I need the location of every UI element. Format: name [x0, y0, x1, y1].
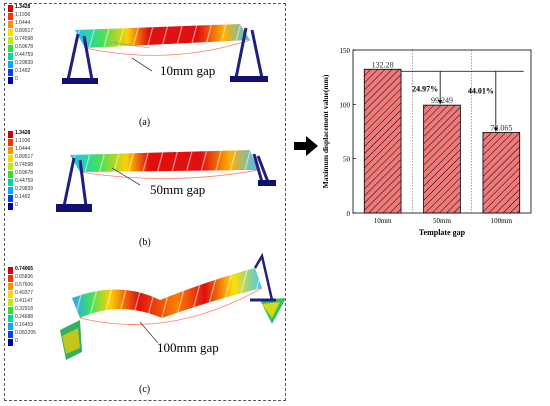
y-tick-label: 50 — [343, 156, 351, 164]
right-arrow-icon — [294, 136, 318, 156]
simulation-panel-frame — [4, 3, 286, 401]
legend-swatch — [8, 131, 13, 138]
legend-value: 1.0444 — [15, 146, 31, 152]
legend-value: 0.082295 — [15, 330, 36, 336]
legend-value: 0.74065 — [15, 266, 34, 272]
legend-swatch — [8, 331, 13, 338]
legend-value: 0 — [15, 202, 18, 208]
legend-swatch — [8, 203, 13, 210]
data-label: 74.065 — [490, 124, 512, 133]
annotation-arrowhead — [493, 127, 498, 132]
gap-label-c: 100mm gap — [157, 340, 219, 355]
legend-swatch — [8, 147, 13, 154]
bar — [423, 104, 461, 214]
legend-swatch — [8, 291, 13, 298]
legend-swatch — [8, 179, 13, 186]
legend-value: 1.1936 — [15, 12, 31, 18]
bar-chart: 0 50 100 150 132.28 10mm 99.249 50mm 74.065 100mm… — [321, 47, 532, 237]
legend-swatch — [8, 69, 13, 76]
legend-value: 0.74598 — [15, 36, 34, 42]
legend-swatch — [8, 187, 13, 194]
legend-value: 0.1492 — [15, 68, 31, 74]
legend-value: 1.1936 — [15, 138, 31, 144]
legend-swatch — [8, 45, 13, 52]
legend-value: 1.0444 — [15, 20, 31, 26]
legend-value: 0.29839 — [15, 186, 34, 192]
legend-swatch — [8, 37, 13, 44]
legend-swatch — [8, 275, 13, 282]
y-tick-label: 150 — [340, 47, 351, 55]
legend-value: 1.3428 — [15, 130, 31, 136]
legend-value: 0.41147 — [15, 298, 33, 304]
data-label: 99.249 — [431, 96, 453, 105]
legend-value: 0.44759 — [15, 178, 34, 184]
legend-swatch — [8, 171, 13, 178]
legend-value: 0.29839 — [15, 60, 34, 66]
caption-a: (a) — [139, 117, 151, 128]
legend-swatch — [8, 307, 13, 314]
fem-model-b — [56, 150, 276, 212]
legend-swatch — [8, 299, 13, 306]
legend-value: 0.59678 — [15, 44, 34, 50]
legend-value: 0 — [15, 76, 18, 82]
legend-swatch — [8, 13, 13, 20]
gap-label-b: 50mm gap — [150, 182, 206, 197]
legend-swatch — [8, 283, 13, 290]
legend-swatch — [8, 195, 13, 202]
legend-value: 0.57606 — [15, 282, 34, 288]
caption-c: (c) — [139, 384, 151, 395]
legend-value: 1.3428 — [15, 4, 31, 10]
y-tick-label: 0 — [347, 210, 351, 218]
y-tick-label: 100 — [340, 101, 351, 109]
x-tick-label: 50mm — [433, 217, 451, 225]
annotation-label: 24.97% — [412, 84, 438, 93]
bar — [482, 132, 521, 214]
legend-swatch — [8, 339, 13, 346]
fem-model-a — [62, 24, 268, 84]
legend-value: 0.74598 — [15, 162, 34, 168]
fem-model-c — [60, 252, 286, 360]
legend-value: 0.24688 — [15, 314, 34, 320]
caption-b: (b) — [139, 237, 151, 248]
legend-swatch — [8, 21, 13, 28]
gap-label-a: 10mm gap — [160, 63, 216, 78]
legend-swatch — [8, 267, 13, 274]
legend-swatch — [8, 61, 13, 68]
legend-swatch — [8, 29, 13, 36]
fem-contour-figures — [56, 24, 286, 360]
legend-swatch — [8, 315, 13, 322]
annotation-label: 44.01% — [468, 86, 494, 95]
legend-value: 0.44759 — [15, 52, 34, 58]
legend-swatch — [8, 323, 13, 330]
legend-value: 0.16459 — [15, 322, 34, 328]
legend-swatch — [8, 77, 13, 84]
annotation-arrowhead — [438, 100, 443, 105]
legend-swatch — [8, 5, 13, 12]
legend-swatch — [8, 163, 13, 170]
x-tick-label: 10mm — [374, 217, 392, 225]
bar — [363, 68, 402, 214]
legend-value: 0.1492 — [15, 194, 31, 200]
x-tick-label: 100mm — [491, 217, 513, 225]
y-axis-label: Maximum displacement value(mm) — [321, 74, 330, 188]
legend-swatch — [8, 139, 13, 146]
legend-value: 0.49377 — [15, 290, 34, 296]
legend-value: 0.59678 — [15, 170, 34, 176]
legend-value: 0.89517 — [15, 154, 34, 160]
data-label: 132.28 — [372, 60, 394, 69]
legend-swatch — [8, 155, 13, 162]
legend-value: 0.89517 — [15, 28, 34, 34]
legend-value: 0.65836 — [15, 274, 34, 280]
legend-swatch — [8, 53, 13, 60]
legend-value: 0 — [15, 338, 18, 344]
legend-value: 0.32918 — [15, 306, 34, 312]
x-axis-label: Template gap — [419, 228, 466, 237]
